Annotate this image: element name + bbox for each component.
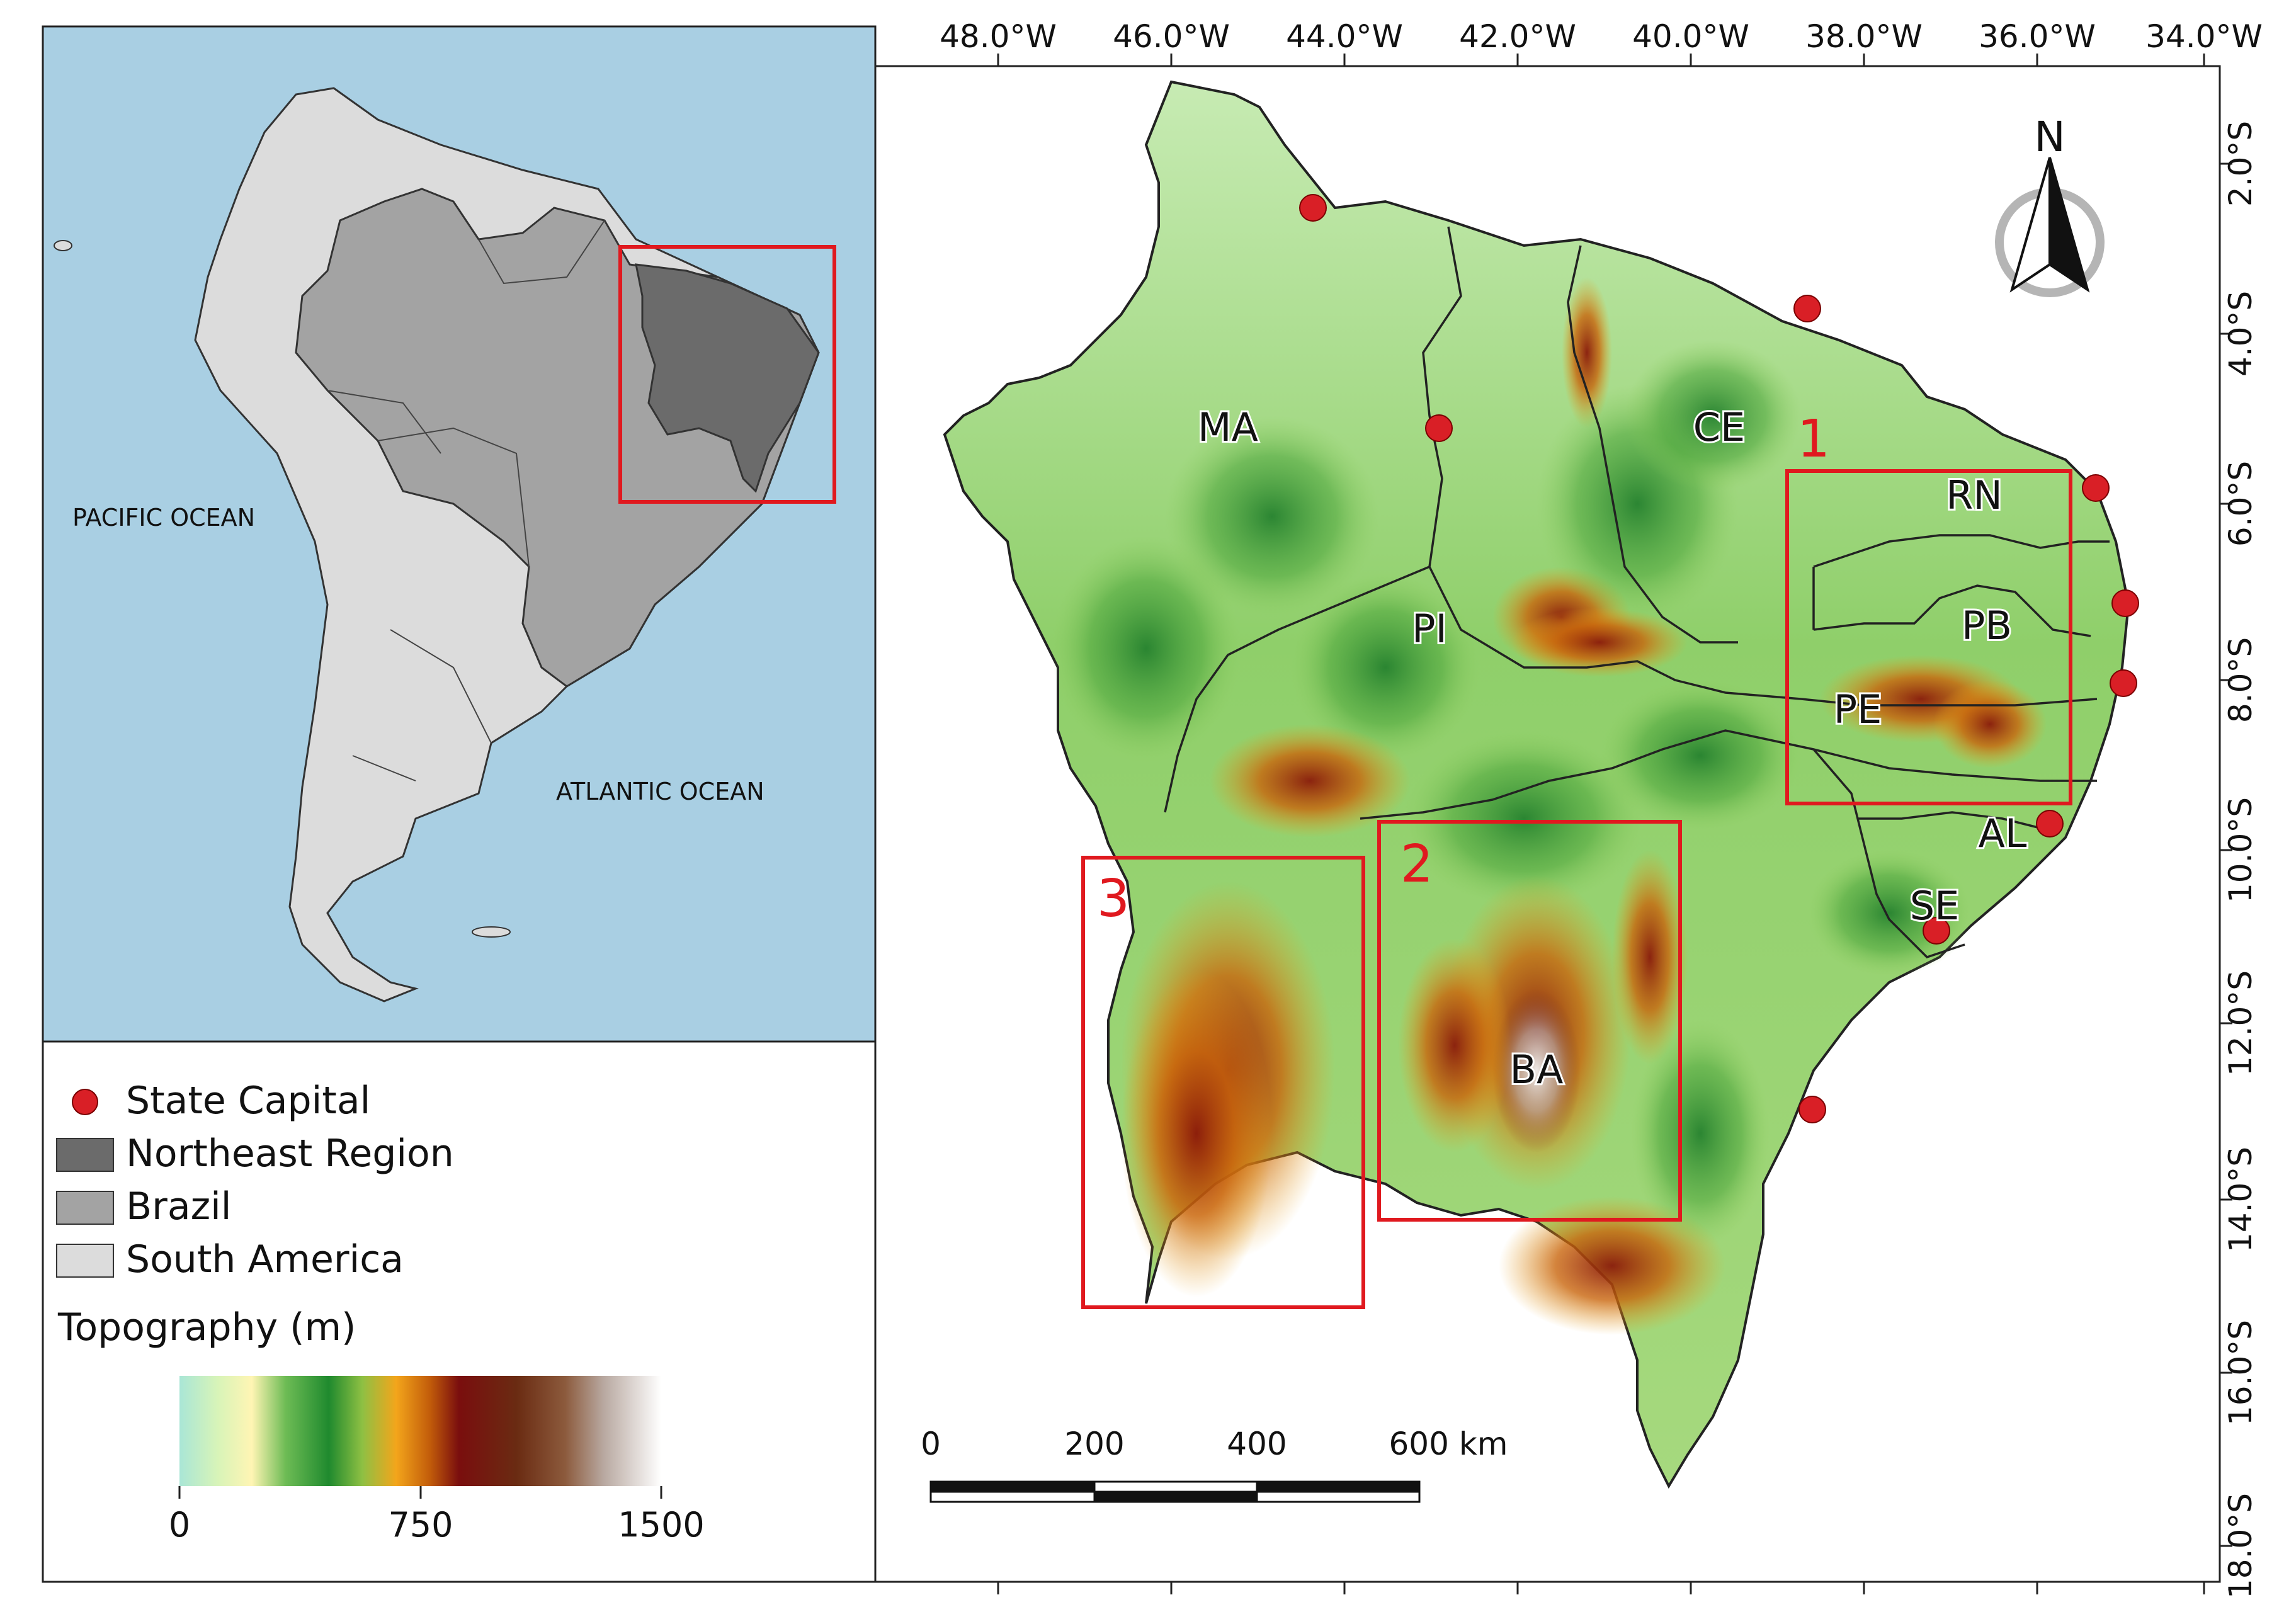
legend-state-capital: State Capital [126, 1079, 370, 1123]
legend-northeast-region: Northeast Region [126, 1132, 454, 1176]
longitude-tick-label: 44.0°W [1286, 18, 1403, 55]
longitude-tick-label: 48.0°W [940, 18, 1057, 55]
study-area-box-1 [1785, 469, 2072, 805]
state-capital-marker [2082, 474, 2110, 502]
study-area-box-2 [1377, 820, 1682, 1222]
latitude-tick-label: 4.0°S [2222, 291, 2259, 377]
state-capitals [1299, 194, 2139, 1123]
state-label-pe: PE [1834, 686, 1882, 732]
study-area-label-2: 2 [1401, 834, 1433, 894]
longitude-tick-label: 40.0°W [1632, 18, 1749, 55]
latitude-tick-label: 12.0°S [2222, 970, 2259, 1076]
latitude-tick-label: 18.0°S [2222, 1493, 2259, 1599]
scale-label: 200 [1064, 1426, 1124, 1462]
state-label-ce: CE [1693, 404, 1745, 450]
legend-south-america: South America [126, 1237, 404, 1281]
state-borders [1164, 226, 2110, 959]
ramp-tick-label: 750 [388, 1505, 453, 1545]
ramp-tick-label: 1500 [618, 1505, 704, 1545]
latitude-tick-label: 14.0°S [2222, 1147, 2259, 1252]
state-capital-marker [1923, 917, 1950, 945]
north-arrow-right [2048, 157, 2090, 293]
inset-borders [327, 220, 605, 781]
study-area-label-3: 3 [1097, 869, 1130, 929]
state-label-se: SE [1910, 883, 1960, 929]
longitude-tick-label: 38.0°W [1805, 18, 1923, 55]
state-capital-marker [2110, 669, 2137, 697]
topography-color-ramp [179, 1376, 661, 1486]
inset-northeast-box [618, 245, 836, 504]
brazil-legend-swatch [56, 1191, 114, 1225]
latitude-tick-label: 10.0°S [2222, 797, 2259, 903]
state-label-pb: PB [1962, 603, 2012, 649]
legend-topography-title: Topography (m) [57, 1305, 356, 1349]
north-arrow-label: N [2034, 113, 2065, 161]
legend-frame [42, 1040, 877, 1583]
state-capital-marker [1425, 414, 1453, 442]
longitude-tick-label: 46.0°W [1113, 18, 1230, 55]
main-map: 1 2 3 MA PI CE RN PB PE AL SE BA [874, 18, 2263, 1599]
state-label-rn: RN [1946, 472, 2002, 518]
longitude-tick-label: 42.0°W [1459, 18, 1576, 55]
scale-label: 0 [921, 1426, 941, 1462]
latitude-tick-label: 16.0°S [2222, 1320, 2259, 1426]
atlantic-ocean-label: ATLANTIC OCEAN [556, 778, 764, 805]
north-arrow: N [1995, 113, 2105, 297]
northeast-shape [635, 263, 820, 493]
state-capital-marker [1299, 194, 1327, 222]
scale-label: 600 km [1389, 1426, 1508, 1462]
state-capital-marker [2036, 810, 2064, 838]
state-capital-marker [1798, 1096, 1826, 1123]
pacific-ocean-label: PACIFIC OCEAN [72, 504, 255, 531]
study-area-label-1: 1 [1797, 409, 1830, 469]
northeast-legend-swatch [56, 1138, 114, 1172]
ramp-tick-label: 0 [169, 1505, 190, 1545]
latitude-tick-label: 2.0°S [2222, 121, 2259, 207]
scale-label: 400 [1227, 1426, 1287, 1462]
longitude-tick-label: 36.0°W [1979, 18, 2096, 55]
longitude-tick-label: 34.0°W [2145, 18, 2263, 55]
relief-shading [1052, 277, 2047, 1335]
state-capital-marker [1793, 295, 1821, 322]
island [54, 240, 72, 251]
legend-brazil: Brazil [126, 1184, 231, 1229]
inset-map: PACIFIC OCEAN ATLANTIC OCEAN [42, 25, 877, 1043]
study-area-box-3 [1081, 856, 1365, 1309]
state-label-pi: PI [1412, 606, 1447, 652]
state-capital-marker [2111, 589, 2139, 617]
south-america-legend-swatch [56, 1244, 114, 1278]
latitude-tick-label: 8.0°S [2222, 637, 2259, 723]
state-label-ba: BA [1510, 1047, 1564, 1093]
latitude-tick-label: 6.0°S [2222, 461, 2259, 547]
legend: State Capital Northeast Region Brazil So… [42, 1040, 877, 1583]
state-capital-legend-icon [72, 1089, 98, 1115]
state-label-al: AL [1979, 810, 2027, 856]
scale-bar: 0 200 400 600 km [921, 1426, 1508, 1503]
island [472, 926, 511, 938]
state-label-ma: MA [1198, 404, 1258, 450]
